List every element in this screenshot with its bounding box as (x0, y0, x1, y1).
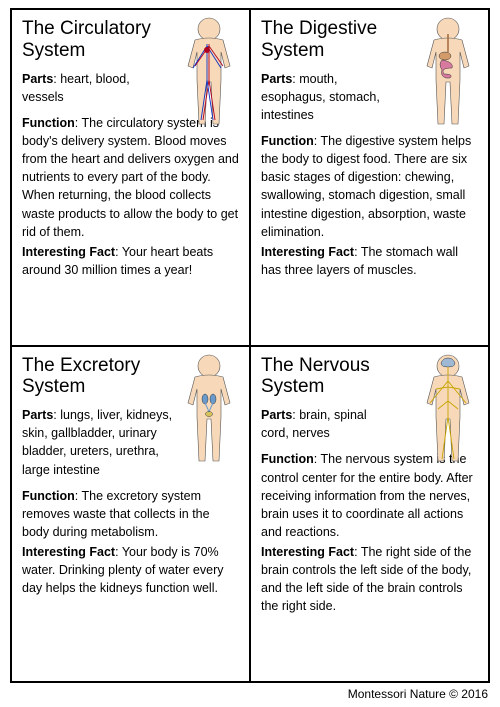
function-text: The digestive system helps the body to d… (261, 134, 471, 239)
fact-label: Interesting Fact (261, 245, 354, 259)
card-title: The Digestive System (261, 18, 401, 62)
function-text: The circulatory system is body's deliver… (22, 116, 239, 239)
function-block: Function: The nervous system is the cont… (261, 450, 478, 615)
parts-label: Parts (22, 72, 53, 86)
function-label: Function (261, 134, 314, 148)
card-excretory: The Excretory System Parts: lungs, liver… (11, 346, 250, 683)
card-title: The Excretory System (22, 355, 162, 399)
fact-label: Interesting Fact (261, 545, 354, 559)
body-figure-excretory-icon (175, 353, 243, 465)
function-label: Function (22, 116, 75, 130)
card-circulatory: The Circulatory System Parts: heart, blo… (11, 9, 250, 346)
footer-copyright: Montessori Nature © 2016 (10, 683, 490, 701)
body-figure-digestive-icon (414, 16, 482, 128)
parts-block: Parts: brain, spinal cord, nerves (261, 406, 396, 442)
card-nervous: The Nervous System Parts: brain, spinal … (250, 346, 489, 683)
parts-label: Parts (261, 408, 292, 422)
parts-block: Parts: mouth, esophagus, stomach, intest… (261, 70, 396, 124)
body-figure-circulatory-icon (175, 16, 243, 128)
function-block: Function: The excretory system removes w… (22, 487, 239, 598)
parts-block: Parts: heart, blood, vessels (22, 70, 157, 106)
card-digestive: The Digestive System Parts: mouth, esoph… (250, 9, 489, 346)
parts-label: Parts (261, 72, 292, 86)
card-grid: The Circulatory System Parts: heart, blo… (10, 8, 490, 683)
function-label: Function (261, 452, 314, 466)
parts-block: Parts: lungs, liver, kidneys, skin, gall… (22, 406, 177, 479)
card-title: The Nervous System (261, 355, 401, 399)
function-label: Function (22, 489, 75, 503)
function-block: Function: The digestive system helps the… (261, 132, 478, 279)
function-block: Function: The circulatory system is body… (22, 114, 239, 279)
page: The Circulatory System Parts: heart, blo… (0, 0, 500, 707)
fact-label: Interesting Fact (22, 545, 115, 559)
card-title: The Circulatory System (22, 18, 162, 62)
body-figure-nervous-icon (414, 353, 482, 465)
fact-label: Interesting Fact (22, 245, 115, 259)
parts-label: Parts (22, 408, 53, 422)
